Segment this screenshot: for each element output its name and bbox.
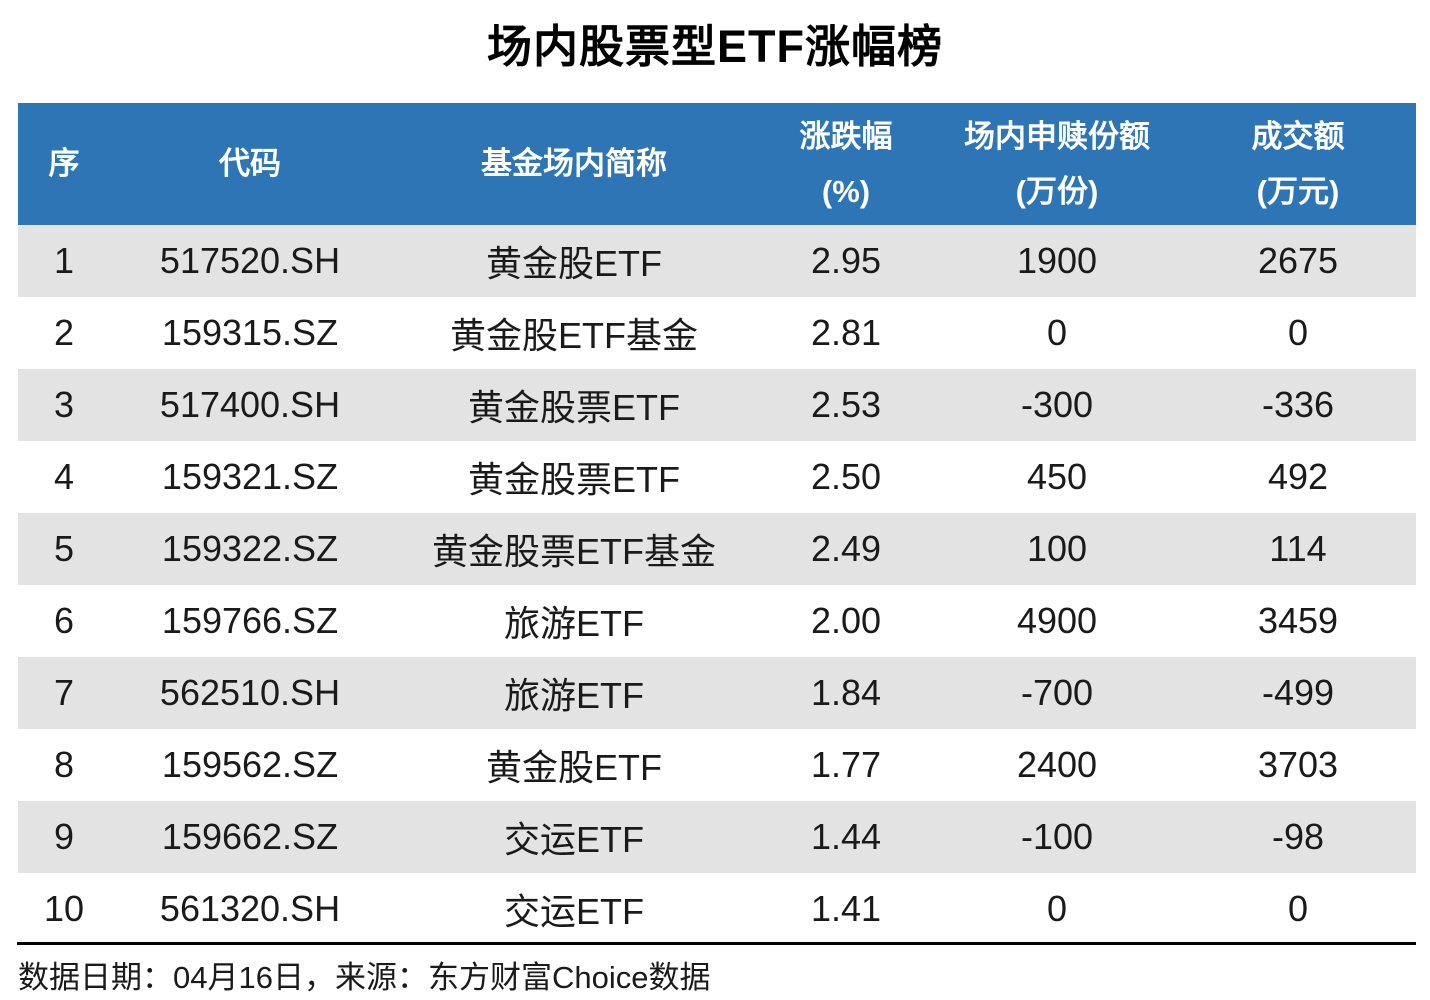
table-cell: 1.77	[810, 744, 882, 785]
table-row: 4 159321.SZ 黄金股票ETF 2.50 450 492	[18, 441, 1416, 513]
table-row: 8 159562.SZ 黄金股ETF 1.77 2400 3703	[18, 729, 1416, 801]
table-cell: 黄金股票ETF	[468, 387, 680, 428]
table-header-row: 序 代码 基金场内简称 涨跌幅 (%) 场内申赎份额 (万份) 成交额 (万元)	[18, 103, 1416, 225]
table-cell: -98	[1271, 816, 1325, 857]
table-cell: 1.44	[810, 816, 882, 857]
table-cell: 159321.SZ	[161, 456, 339, 497]
table-row: 3 517400.SH 黄金股票ETF 2.53 -300 -336	[18, 369, 1416, 441]
table-cell: -100	[1020, 816, 1094, 857]
column-label: 成交额	[1251, 118, 1345, 154]
table-cell: 159315.SZ	[161, 312, 339, 353]
table-cell: 2.81	[810, 312, 882, 353]
table-row: 5 159322.SZ 黄金股票ETF基金 2.49 100 114	[18, 513, 1416, 585]
column-label: 涨跌幅	[799, 118, 893, 154]
table-cell: 6	[53, 600, 75, 641]
etf-gainers-table: 序 代码 基金场内简称 涨跌幅 (%) 场内申赎份额 (万份) 成交额 (万元) 1 517520…	[18, 103, 1416, 945]
table-cell: 4900	[1016, 600, 1098, 641]
column-header-2: 基金场内简称	[390, 103, 758, 225]
table-row: 2 159315.SZ 黄金股ETF基金 2.81 0 0	[18, 297, 1416, 369]
column-header-5: 成交额 (万元)	[1180, 103, 1416, 225]
table-cell: 7	[53, 672, 75, 713]
table-cell: -499	[1261, 672, 1335, 713]
page-title: 场内股票型ETF涨幅榜	[487, 21, 943, 72]
table-cell: 2.00	[810, 600, 882, 641]
table-body: 1 517520.SH 黄金股ETF 2.95 1900 2675 2 159315.SZ 黄金…	[18, 225, 1416, 945]
table-cell: 450	[1026, 456, 1088, 497]
table-cell: 562510.SH	[159, 672, 341, 713]
table-row: 1 517520.SH 黄金股ETF 2.95 1900 2675	[18, 225, 1416, 297]
table-cell: 黄金股ETF	[486, 747, 662, 788]
table-cell: 1.84	[810, 672, 882, 713]
footer-divider-line	[17, 942, 1416, 945]
table-cell: 2.50	[810, 456, 882, 497]
table-row: 6 159766.SZ 旅游ETF 2.00 4900 3459	[18, 585, 1416, 657]
column-label: 场内申赎份额	[964, 118, 1150, 154]
table-cell: 2	[53, 312, 75, 353]
table-cell: 9	[53, 816, 75, 857]
table-cell: -336	[1261, 384, 1335, 425]
column-header-0: 序	[18, 103, 110, 225]
table-cell: 2.49	[810, 528, 882, 569]
column-label: 代码	[219, 146, 281, 182]
column-unit: (万份)	[1015, 174, 1099, 209]
table-cell: -300	[1020, 384, 1094, 425]
table-cell: 交运ETF	[504, 819, 644, 860]
table-cell: 159766.SZ	[161, 600, 339, 641]
table-cell: 1.41	[810, 888, 882, 929]
table-cell: 8	[53, 744, 75, 785]
table-cell: -700	[1020, 672, 1094, 713]
table-cell: 旅游ETF	[504, 675, 644, 716]
table-cell: 114	[1269, 528, 1327, 569]
column-header-4: 场内申赎份额 (万份)	[934, 103, 1180, 225]
table-cell: 4	[53, 456, 75, 497]
column-label: 序	[48, 146, 80, 182]
table-cell: 黄金股ETF	[486, 243, 662, 284]
table-cell: 3703	[1257, 744, 1339, 785]
table-cell: 517520.SH	[159, 240, 341, 281]
table-cell: 2.95	[810, 240, 882, 281]
table-cell: 黄金股ETF基金	[450, 315, 698, 356]
table-cell: 517400.SH	[159, 384, 341, 425]
table-row: 7 562510.SH 旅游ETF 1.84 -700 -499	[18, 657, 1416, 729]
table-cell: 1	[53, 240, 75, 281]
table-cell: 2400	[1016, 744, 1098, 785]
table-cell: 159562.SZ	[161, 744, 339, 785]
table-row: 9 159662.SZ 交运ETF 1.44 -100 -98	[18, 801, 1416, 873]
column-unit: (万元)	[1256, 174, 1340, 209]
table-row: 10 561320.SH 交运ETF 1.41 0 0	[18, 873, 1416, 945]
table-cell: 100	[1026, 528, 1088, 569]
table-cell: 159322.SZ	[161, 528, 339, 569]
table-cell: 0	[1046, 888, 1068, 929]
table-cell: 黄金股票ETF基金	[432, 531, 716, 572]
table-cell: 0	[1046, 312, 1068, 353]
table-cell: 3459	[1257, 600, 1339, 641]
table-cell: 交运ETF	[504, 891, 644, 932]
data-source-note: 数据日期：04月16日，来源：东方财富Choice数据	[18, 960, 711, 995]
table-cell: 3	[53, 384, 75, 425]
table-cell: 492	[1267, 456, 1329, 497]
column-header-1: 代码	[110, 103, 390, 225]
table-cell: 10	[43, 888, 85, 929]
table-cell: 2675	[1257, 240, 1339, 281]
table-cell: 1900	[1016, 240, 1098, 281]
table-cell: 黄金股票ETF	[468, 459, 680, 500]
table-cell: 5	[53, 528, 75, 569]
column-unit: (%)	[821, 174, 871, 209]
table-cell: 561320.SH	[159, 888, 341, 929]
table-cell: 0	[1287, 312, 1309, 353]
table-cell: 旅游ETF	[504, 603, 644, 644]
table-cell: 0	[1287, 888, 1309, 929]
table-cell: 159662.SZ	[161, 816, 339, 857]
column-label: 基金场内简称	[481, 146, 667, 182]
column-header-3: 涨跌幅 (%)	[758, 103, 934, 225]
table-cell: 2.53	[810, 384, 882, 425]
